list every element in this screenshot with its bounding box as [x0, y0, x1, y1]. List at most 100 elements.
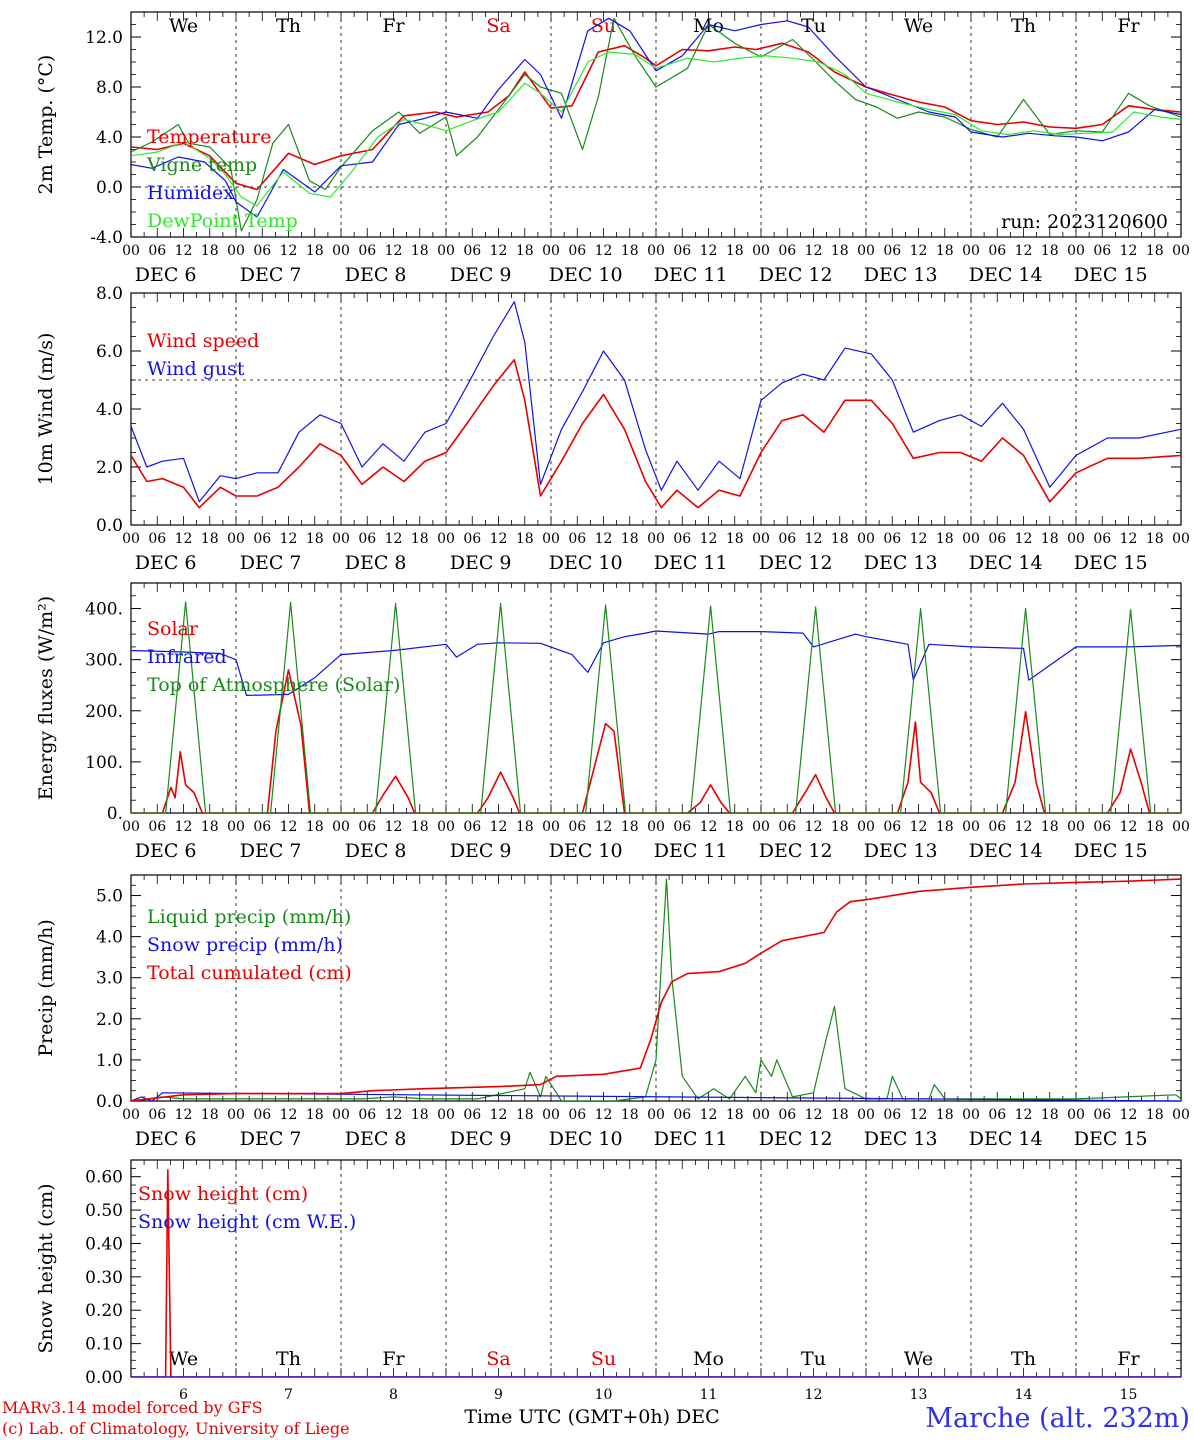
hour-label: 18	[831, 531, 849, 547]
hour-label: 12	[1015, 243, 1033, 259]
y-tick-label: 8.0	[96, 284, 123, 304]
hour-label: 12	[1120, 531, 1138, 547]
hour-label: 00	[962, 1107, 980, 1123]
hour-label: 18	[306, 1107, 324, 1123]
hour-label: 00	[752, 243, 770, 259]
date-label: 7	[284, 1387, 293, 1403]
y-tick-label: 0.10	[85, 1335, 123, 1355]
hour-label: 06	[988, 1107, 1006, 1123]
lab-credit: (c) Lab. of Climatology, University of L…	[2, 1419, 350, 1438]
date-label: DEC 13	[864, 1128, 938, 1150]
hour-label: 18	[621, 531, 639, 547]
hour-label: 18	[201, 819, 219, 835]
panel-1: -4.00.04.08.012.02m Temp. (°C)00 06 12 18DE…	[35, 11, 1190, 286]
hour-label: 00	[542, 1107, 560, 1123]
hour-label: 18	[831, 243, 849, 259]
hour-label: 18	[1146, 531, 1164, 547]
y-tick-label: 5.0	[96, 887, 123, 907]
hour-label: 12	[805, 531, 823, 547]
hour-label: 00	[542, 243, 560, 259]
hour-label: 12	[700, 531, 718, 547]
weekday-label: Fr	[382, 1348, 405, 1370]
weekday-label: We	[904, 1348, 933, 1370]
hour-label: 06	[253, 243, 271, 259]
hour-label: 18	[1041, 243, 1059, 259]
hour-label: 00	[332, 531, 350, 547]
y-tick-label: 0.20	[85, 1301, 123, 1321]
legend-label: Vigne temp	[146, 154, 257, 176]
date-label: 9	[494, 1387, 503, 1403]
weekday-label: Th	[1011, 1348, 1036, 1370]
legend-label: Liquid precip (mm/h)	[147, 906, 351, 928]
hour-label: 06	[463, 1107, 481, 1123]
series-line	[131, 1169, 1181, 1377]
y-axis-title: Energy fluxes (W/m²)	[35, 596, 57, 800]
hour-label: 12	[910, 1107, 928, 1123]
y-tick-label: 4.0	[96, 400, 123, 420]
hour-label: 06	[148, 531, 166, 547]
y-tick-label: 0.0	[96, 1092, 123, 1112]
y-tick-label: 8.0	[96, 78, 123, 98]
y-tick-label: 4.0	[96, 128, 123, 148]
hour-label: 06	[358, 531, 376, 547]
date-label: DEC 11	[654, 840, 728, 862]
hour-label: 12	[1120, 243, 1138, 259]
y-axis-title: 2m Temp. (°C)	[35, 55, 57, 195]
hour-label: 18	[1041, 531, 1059, 547]
weekday-label: Tu	[801, 15, 826, 37]
hour-label: 12	[910, 531, 928, 547]
date-label: DEC 6	[135, 264, 197, 286]
hour-label: 00	[437, 243, 455, 259]
date-label: DEC 9	[450, 840, 512, 862]
hour-label: 12	[385, 531, 403, 547]
hour-label: 06	[148, 243, 166, 259]
hour-label: 00	[752, 531, 770, 547]
legend-label: Snow height (cm)	[138, 1183, 308, 1205]
hour-label: 06	[778, 1107, 796, 1123]
hour-label: 06	[883, 1107, 901, 1123]
hour-label: 06	[568, 1107, 586, 1123]
weekday-label: Su	[591, 15, 616, 37]
series-line	[131, 358, 1181, 509]
hour-label: 00	[122, 1107, 140, 1123]
date-label: DEC 6	[135, 552, 197, 574]
hour-label: 00	[122, 819, 140, 835]
y-tick-label: 0.40	[85, 1234, 123, 1254]
hour-label: 18	[306, 243, 324, 259]
hour-label: 18	[516, 1107, 534, 1123]
hour-label: 12	[805, 243, 823, 259]
y-tick-label: -4.0	[90, 228, 123, 248]
hour-label: 12	[490, 819, 508, 835]
y-tick-label: 3.0	[96, 969, 123, 989]
legend-label: DewPoint Temp	[147, 210, 298, 232]
y-tick-label: 6.0	[96, 342, 123, 362]
hour-label: 06	[673, 243, 691, 259]
hour-label: 00	[542, 819, 560, 835]
hour-label: 00	[332, 243, 350, 259]
hour-label: 18	[936, 531, 954, 547]
weekday-label: We	[169, 1348, 198, 1370]
hour-label: 06	[568, 819, 586, 835]
hour-label: 00	[647, 531, 665, 547]
hour-label: 18	[1041, 819, 1059, 835]
hour-label: 06	[568, 243, 586, 259]
date-label: DEC 9	[450, 264, 512, 286]
date-label: DEC 8	[345, 552, 407, 574]
hour-label: 00	[857, 243, 875, 259]
hour-label: 06	[463, 243, 481, 259]
weekday-label: Th	[276, 15, 301, 37]
y-tick-label: 0.60	[85, 1168, 123, 1188]
hour-label: 06	[673, 819, 691, 835]
hour-label: 06	[358, 1107, 376, 1123]
y-tick-label: 0.0	[96, 178, 123, 198]
hour-label: 00	[857, 1107, 875, 1123]
hour-label: 12	[490, 1107, 508, 1123]
hour-label: 00	[437, 1107, 455, 1123]
hour-label: 00	[1172, 1107, 1190, 1123]
panel-5: 0.00 0.10 0.20 0.30 0.40 0.50 0.60 Snow height …	[35, 1159, 1182, 1403]
hour-label: 12	[700, 1107, 718, 1123]
date-label: DEC 10	[549, 552, 623, 574]
hour-label: 00	[1067, 243, 1085, 259]
date-label: DEC 12	[759, 1128, 833, 1150]
